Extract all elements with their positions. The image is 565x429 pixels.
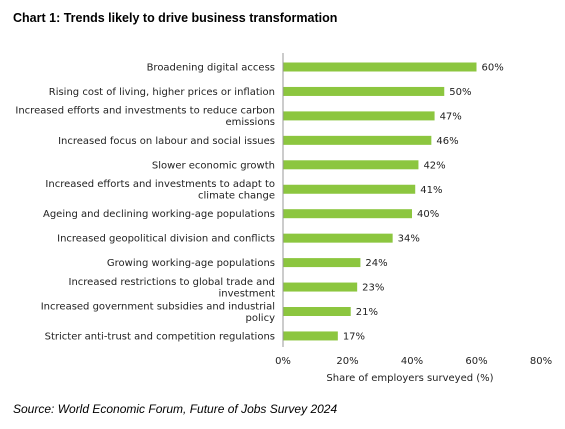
bar bbox=[283, 160, 419, 170]
category-label: Increased restrictions to global trade a… bbox=[69, 277, 276, 300]
category-label: Slower economic growth bbox=[152, 160, 275, 171]
bar bbox=[283, 282, 358, 292]
category-label-line: Growing working-age populations bbox=[107, 258, 275, 269]
value-label: 40% bbox=[417, 209, 439, 220]
value-label: 41% bbox=[420, 185, 442, 196]
bar bbox=[283, 331, 338, 341]
category-label-line: investment bbox=[219, 288, 276, 299]
category-label: Increased geopolitical division and conf… bbox=[57, 234, 275, 245]
category-label-line: Ageing and declining working-age populat… bbox=[43, 209, 275, 220]
category-label-line: Increased focus on labour and social iss… bbox=[58, 136, 275, 147]
category-label-line: Stricter anti-trust and competition regu… bbox=[45, 331, 275, 342]
value-label: 50% bbox=[449, 87, 471, 98]
x-tick-label: 60% bbox=[465, 356, 487, 367]
value-label: 24% bbox=[365, 258, 387, 269]
category-label-line: Broadening digital access bbox=[147, 63, 275, 74]
category-label: Rising cost of living, higher prices or … bbox=[49, 87, 275, 98]
category-label: Increased government subsidies and indus… bbox=[41, 301, 275, 324]
category-label-line: Increased geopolitical division and conf… bbox=[57, 234, 275, 245]
bar bbox=[283, 184, 416, 194]
value-label: 47% bbox=[440, 111, 462, 122]
value-label: 60% bbox=[482, 63, 504, 74]
category-label-line: policy bbox=[246, 313, 276, 324]
value-label: 23% bbox=[362, 283, 384, 294]
bar bbox=[283, 62, 477, 72]
x-tick-label: 40% bbox=[401, 356, 423, 367]
x-axis-label: Share of employers surveyed (%) bbox=[326, 373, 493, 384]
bar bbox=[283, 86, 445, 96]
bar bbox=[283, 233, 393, 243]
category-label-line: Rising cost of living, higher prices or … bbox=[49, 87, 275, 98]
category-label-line: Increased restrictions to global trade a… bbox=[69, 277, 276, 288]
category-label: Increased focus on labour and social iss… bbox=[58, 136, 275, 147]
value-label: 21% bbox=[356, 307, 378, 318]
bar bbox=[283, 209, 412, 219]
value-label: 42% bbox=[423, 160, 445, 171]
category-label-line: climate change bbox=[198, 191, 275, 202]
category-label: Increased efforts and investments to red… bbox=[15, 106, 275, 128]
bar bbox=[283, 135, 432, 145]
x-tick-label: 0% bbox=[275, 356, 291, 367]
category-label-line: Increased efforts and investments to ada… bbox=[45, 179, 275, 190]
category-label-line: Slower economic growth bbox=[152, 160, 275, 171]
bar bbox=[283, 307, 351, 316]
bar bbox=[283, 258, 361, 268]
value-label: 46% bbox=[436, 136, 458, 147]
category-label-line: Increased government subsidies and indus… bbox=[41, 301, 275, 312]
category-label: Growing working-age populations bbox=[107, 258, 275, 269]
x-tick-label: 80% bbox=[530, 356, 552, 367]
category-label-line: Increased efforts and investments to red… bbox=[15, 106, 275, 117]
category-label: Stricter anti-trust and competition regu… bbox=[45, 331, 275, 342]
bar bbox=[283, 111, 435, 121]
source-note: Source: World Economic Forum, Future of … bbox=[13, 402, 338, 416]
category-label: Increased efforts and investments to ada… bbox=[45, 179, 275, 202]
x-tick-label: 20% bbox=[336, 356, 358, 367]
value-label: 34% bbox=[398, 234, 420, 245]
chart-title: Chart 1: Trends likely to drive business… bbox=[13, 11, 338, 25]
category-label-line: emissions bbox=[225, 117, 275, 128]
category-label: Ageing and declining working-age populat… bbox=[43, 209, 275, 220]
value-label: 17% bbox=[343, 331, 365, 342]
category-label: Broadening digital access bbox=[147, 63, 275, 74]
